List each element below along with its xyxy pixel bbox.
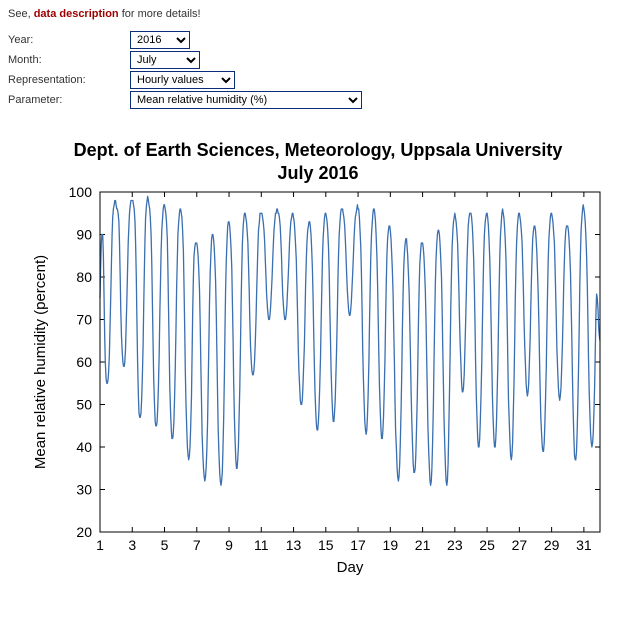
humidity-chart: 2030405060708090100135791113151719212325…	[8, 184, 618, 584]
svg-text:20: 20	[76, 524, 92, 540]
svg-text:7: 7	[193, 537, 201, 553]
controls-table: Year: 2016 Month: July Representation: H…	[8, 30, 366, 110]
svg-text:1: 1	[96, 537, 104, 553]
chart-title: Dept. of Earth Sciences, Meteorology, Up…	[8, 140, 628, 184]
svg-text:30: 30	[76, 482, 92, 498]
month-select[interactable]: July	[130, 51, 200, 69]
chart-title-line2: July 2016	[8, 163, 628, 184]
year-select[interactable]: 2016	[130, 31, 190, 49]
year-label: Year:	[8, 30, 130, 50]
svg-text:40: 40	[76, 439, 92, 455]
month-label: Month:	[8, 50, 130, 70]
param-label: Parameter:	[8, 90, 130, 110]
svg-text:5: 5	[161, 537, 169, 553]
svg-text:29: 29	[544, 537, 560, 553]
chart-title-line1: Dept. of Earth Sciences, Meteorology, Up…	[8, 140, 628, 161]
svg-text:17: 17	[350, 537, 366, 553]
svg-text:15: 15	[318, 537, 334, 553]
intro-prefix: See,	[8, 8, 34, 20]
svg-text:13: 13	[286, 537, 302, 553]
chart-container: Dept. of Earth Sciences, Meteorology, Up…	[8, 140, 628, 600]
svg-text:60: 60	[76, 354, 92, 370]
svg-text:50: 50	[76, 397, 92, 413]
svg-text:31: 31	[576, 537, 592, 553]
svg-text:25: 25	[479, 537, 495, 553]
svg-text:Day: Day	[337, 559, 364, 576]
representation-select[interactable]: Hourly values	[130, 71, 235, 89]
svg-text:21: 21	[415, 537, 431, 553]
svg-text:90: 90	[76, 227, 92, 243]
intro-suffix: for more details!	[119, 8, 201, 20]
svg-text:9: 9	[225, 537, 233, 553]
svg-text:19: 19	[383, 537, 399, 553]
intro-line: See, data description for more details!	[8, 8, 631, 20]
svg-text:Mean relative humidity (percen: Mean relative humidity (percent)	[32, 255, 49, 469]
svg-text:70: 70	[76, 312, 92, 328]
svg-text:27: 27	[512, 537, 528, 553]
data-description-link[interactable]: data description	[34, 8, 119, 20]
rep-label: Representation:	[8, 70, 130, 90]
svg-text:80: 80	[76, 269, 92, 285]
parameter-select[interactable]: Mean relative humidity (%)	[130, 91, 362, 109]
svg-text:3: 3	[128, 537, 136, 553]
svg-text:100: 100	[69, 184, 93, 200]
svg-text:23: 23	[447, 537, 463, 553]
svg-text:11: 11	[254, 537, 269, 553]
